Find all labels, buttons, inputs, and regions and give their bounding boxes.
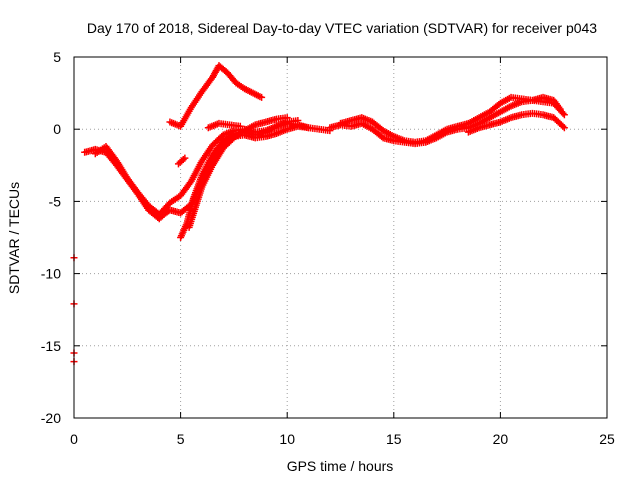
x-axis-label: GPS time / hours [287,458,394,474]
y-axis-label: SDTVAR / TECUs [6,182,22,294]
series-track-j [464,109,568,136]
data-point [559,109,567,117]
data-point [560,124,568,132]
series-track-e [166,62,266,130]
data-point [559,122,567,130]
y-tick-label: -20 [41,410,61,426]
series-track-g [204,119,244,132]
series-track-d [185,114,291,231]
data-point [305,124,313,132]
y-tick-label: -15 [41,338,61,354]
series-track-f [174,154,189,168]
x-tick-label: 5 [177,431,185,447]
data-point [556,105,564,113]
axis-ticks: 0 5 10 15 20 25 5 0 -5 -10 -15 -20 [41,49,615,447]
x-tick-label: 25 [599,431,615,447]
x-tick-label: 10 [279,431,295,447]
chart-title: Day 170 of 2018, Sidereal Day-to-day VTE… [87,20,597,36]
x-tick-label: 15 [386,431,402,447]
data-point [181,154,189,162]
series-track-i [337,93,564,146]
data-point [560,111,568,119]
data-points [70,62,568,366]
plot-frame [73,56,608,419]
data-point [283,114,291,122]
y-tick-label: -10 [41,266,61,282]
x-tick-label: 20 [493,431,509,447]
series-track-h [326,96,568,148]
data-point [258,93,266,101]
data-point [236,122,244,130]
x-tick-label: 0 [70,431,78,447]
data-point [294,117,302,125]
y-tick-label: -5 [49,193,62,209]
grid-lines [74,57,607,418]
y-tick-label: 5 [53,49,61,65]
y-tick-label: 0 [53,121,61,137]
